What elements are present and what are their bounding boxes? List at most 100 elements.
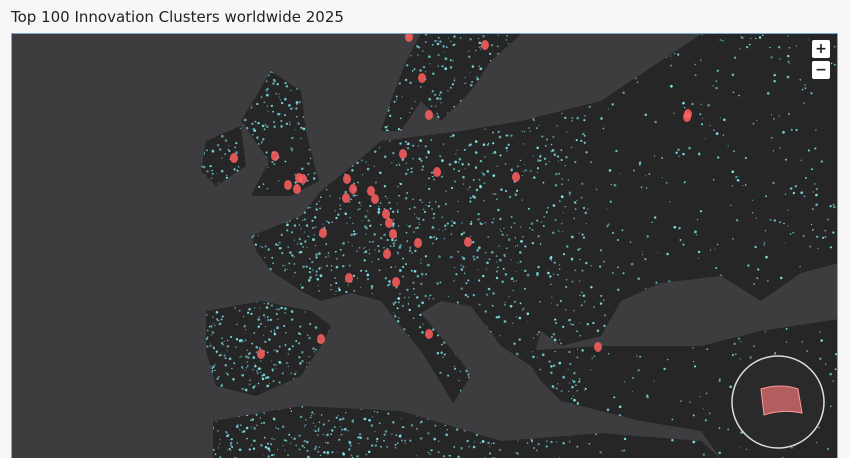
light	[295, 371, 297, 373]
light	[347, 284, 350, 286]
light	[245, 329, 247, 331]
light	[370, 287, 373, 290]
light	[566, 245, 569, 248]
light	[450, 186, 453, 189]
light	[439, 281, 442, 284]
light	[226, 449, 229, 451]
light	[553, 261, 556, 264]
light	[695, 234, 698, 236]
light	[264, 245, 267, 248]
light	[251, 342, 254, 345]
light	[519, 302, 522, 305]
light	[590, 286, 593, 289]
light	[410, 167, 413, 170]
light	[503, 253, 506, 257]
light	[262, 137, 265, 141]
light	[238, 448, 242, 452]
light	[750, 37, 752, 40]
light	[715, 132, 719, 135]
light	[374, 181, 377, 184]
light	[427, 150, 430, 153]
light	[478, 65, 480, 67]
light	[272, 82, 275, 85]
light	[733, 150, 735, 153]
light	[318, 421, 321, 423]
light	[436, 112, 439, 115]
light	[376, 437, 379, 441]
light	[551, 149, 555, 152]
light	[257, 121, 260, 125]
light	[545, 138, 549, 141]
light	[564, 165, 566, 167]
light	[691, 103, 694, 106]
light	[581, 182, 584, 185]
light	[339, 208, 342, 210]
light	[499, 217, 502, 221]
light	[801, 341, 804, 343]
light	[692, 440, 696, 444]
zoom-out-button[interactable]: −	[812, 61, 830, 79]
light	[420, 262, 422, 264]
light	[325, 243, 328, 245]
light	[526, 442, 529, 444]
light	[352, 419, 355, 422]
light	[528, 227, 531, 229]
light	[462, 257, 466, 260]
light	[745, 448, 748, 451]
light	[445, 190, 448, 192]
light	[570, 323, 572, 325]
light	[436, 97, 439, 100]
light	[346, 222, 348, 224]
light	[350, 454, 353, 457]
light	[433, 437, 437, 441]
light	[218, 443, 221, 445]
light	[771, 137, 773, 139]
light	[498, 135, 502, 139]
light	[304, 311, 306, 313]
light	[582, 132, 585, 136]
light	[558, 268, 561, 270]
light	[576, 199, 578, 202]
light	[398, 317, 400, 319]
light	[308, 148, 311, 151]
light	[430, 449, 433, 452]
cluster	[319, 228, 327, 238]
light	[545, 445, 548, 448]
light	[424, 255, 428, 258]
light	[260, 96, 263, 99]
light	[283, 269, 286, 272]
light	[606, 408, 610, 412]
light	[499, 229, 501, 231]
light	[574, 208, 577, 210]
light	[731, 185, 734, 187]
light	[785, 327, 788, 330]
light	[327, 419, 330, 422]
light	[319, 454, 322, 457]
light	[226, 350, 228, 352]
light	[688, 146, 691, 150]
cluster	[371, 194, 379, 204]
light	[335, 265, 339, 269]
light	[584, 387, 587, 390]
light	[375, 440, 378, 443]
light	[638, 161, 642, 164]
light	[203, 165, 206, 169]
zoom-in-button[interactable]: +	[812, 40, 830, 58]
light	[562, 441, 565, 445]
light	[286, 440, 288, 442]
light	[392, 312, 394, 314]
light	[588, 443, 591, 445]
light	[422, 323, 424, 325]
light	[555, 441, 558, 443]
light	[434, 93, 437, 96]
light	[281, 372, 284, 375]
light	[408, 208, 411, 210]
light	[429, 453, 432, 456]
light	[814, 183, 816, 185]
light	[405, 231, 408, 234]
light	[496, 261, 498, 263]
light	[242, 430, 246, 433]
light	[339, 204, 341, 206]
light	[378, 250, 381, 253]
light	[230, 335, 233, 339]
